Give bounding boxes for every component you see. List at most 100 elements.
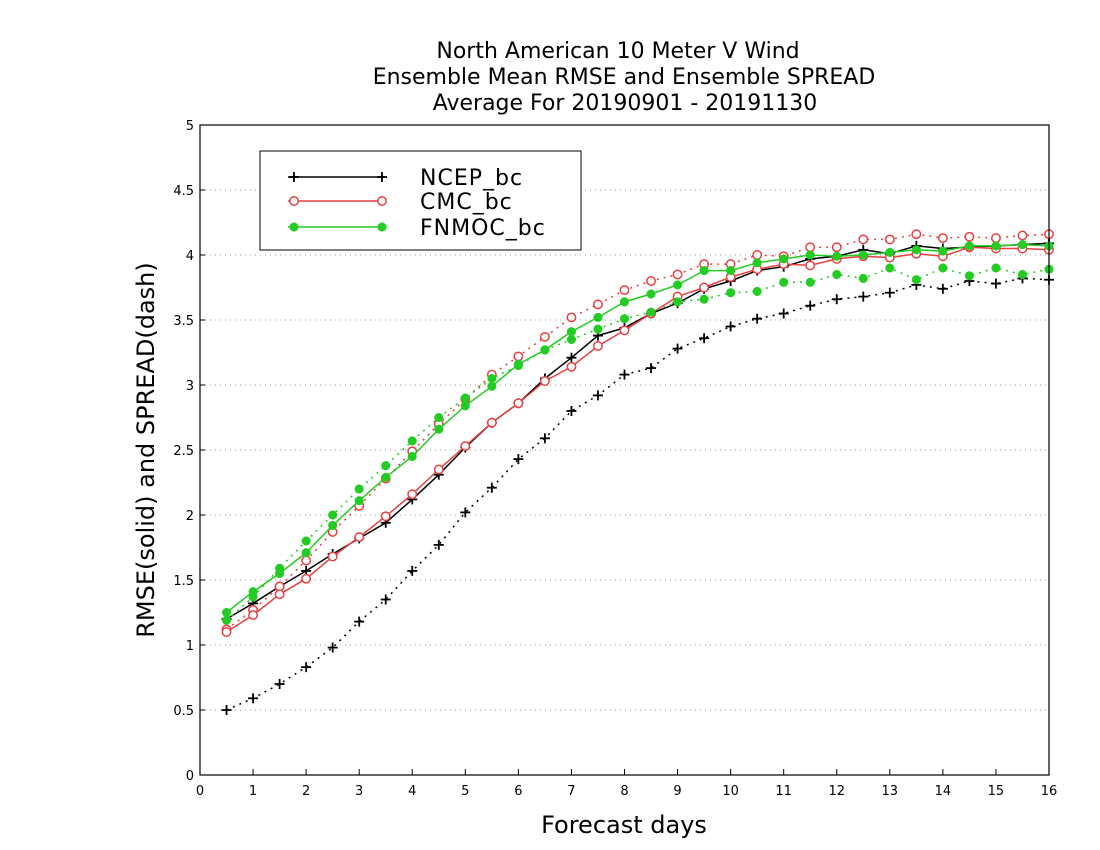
cmc-bc-rmse-point <box>539 376 550 387</box>
fnmoc-bc-rmse-point <box>328 520 338 530</box>
legend-fnmoc-bc-label: FNMOC_bc <box>420 216 546 241</box>
fnmoc-bc-rmse-point <box>858 250 868 260</box>
ncep-bc-spread-point <box>327 642 338 653</box>
ncep-bc-spread-point <box>937 283 948 294</box>
ncep-bc-spread-point <box>354 616 365 627</box>
axis-ticks: 00.511.522.533.544.550 1 2 3 4 5 6 7 8 9 10 11 12 13 1… <box>173 119 1057 799</box>
x-tick-label: 10 <box>722 784 739 799</box>
ncep-bc-spread-point <box>646 363 657 374</box>
x-tick-label: 13 <box>882 784 899 799</box>
cmc-bc-spread-point <box>805 242 816 253</box>
cmc-bc-rmse-point <box>460 441 471 452</box>
fnmoc-bc-rmse-point <box>301 548 311 558</box>
ncep-bc-spread-point <box>566 406 577 416</box>
fnmoc-bc-rmse-point <box>673 280 683 290</box>
fnmoc-bc-rmse-point <box>487 381 497 391</box>
x-tick-label: 7 <box>567 784 575 799</box>
fnmoc-bc-rmse-point <box>460 401 470 411</box>
cmc-bc-spread-point <box>301 555 312 566</box>
cmc-bc-rmse-point <box>699 282 710 293</box>
fnmoc-bc-rmse-point <box>354 496 364 506</box>
ncep-bc-spread-point <box>831 294 842 305</box>
fnmoc-bc-rmse-point <box>779 254 789 264</box>
cmc-bc-spread-point <box>858 234 869 245</box>
ncep-bc-spread-point <box>407 565 418 576</box>
fnmoc-bc-spread-line <box>226 267 1050 621</box>
cmc-bc-spread-point <box>593 299 603 310</box>
cmc-bc-spread-point <box>513 351 524 362</box>
cmc-bc-rmse-line <box>226 246 1050 633</box>
ncep-bc-rmse-line <box>226 242 1050 620</box>
fnmoc-bc-rmse-point <box>699 266 709 276</box>
fnmoc-bc-rmse-point <box>752 258 762 268</box>
ncep-bc-spread-point <box>725 321 736 332</box>
cmc-bc-rmse-point <box>593 341 603 351</box>
x-tick-label: 16 <box>1041 784 1058 799</box>
x-tick-label: 1 <box>249 784 257 799</box>
y-tick-label: 1 <box>186 639 194 654</box>
fnmoc-bc-spread-point <box>1017 269 1028 280</box>
x-tick-label: 5 <box>461 784 469 799</box>
fnmoc-bc-spread-point <box>832 269 842 280</box>
y-tick-label: 3.5 <box>173 314 194 329</box>
fnmoc-bc-spread-point <box>301 536 311 546</box>
cmc-bc-rmse-point <box>301 573 312 584</box>
fnmoc-bc-spread-point <box>328 510 338 520</box>
chart-title-line-3: Average For 20190901 - 20191130 <box>433 91 818 116</box>
fnmoc-bc-rmse-line <box>226 243 1050 614</box>
cmc-bc-rmse-point <box>327 551 338 562</box>
ncep-bc-spread-point <box>221 705 232 715</box>
fnmoc-bc-rmse-point <box>513 359 523 369</box>
ncep-bc-spread-point <box>619 369 630 380</box>
gridlines <box>200 189 1049 711</box>
x-axis-label: Forecast days <box>541 811 707 839</box>
x-tick-label: 15 <box>988 784 1005 799</box>
cmc-bc-spread-point <box>884 234 895 245</box>
y-tick-label: 2 <box>186 509 194 524</box>
y-tick-label: 5 <box>186 119 194 134</box>
plot-frame <box>199 124 1050 776</box>
fnmoc-bc-rmse-point <box>805 250 815 260</box>
cmc-bc-rmse-point <box>221 627 232 637</box>
ncep-bc-spread-point <box>539 433 550 444</box>
ncep-bc-spread-point <box>486 482 497 493</box>
x-tick-label: 8 <box>620 784 628 799</box>
cmc-bc-rmse-point <box>513 398 524 409</box>
y-tick-label: 4 <box>186 249 194 264</box>
fnmoc-bc-spread-point <box>911 275 921 285</box>
x-tick-label: 3 <box>355 784 363 799</box>
y-tick-label: 4.5 <box>173 184 194 199</box>
cmc-bc-rmse-point <box>407 489 418 500</box>
fnmoc-bc-rmse-point <box>593 312 603 322</box>
data-series <box>221 229 1054 715</box>
ncep-bc-spread-point <box>592 390 603 401</box>
fnmoc-bc-spread-point <box>593 324 603 334</box>
legend-fnmoc-bc-marker <box>377 222 387 232</box>
fnmoc-bc-rmse-point <box>566 327 576 337</box>
fnmoc-bc-spread-point <box>381 461 391 471</box>
cmc-bc-spread-point <box>752 250 763 260</box>
cmc-bc-spread-point <box>1017 230 1028 241</box>
fnmoc-bc-rmse-point <box>911 245 921 255</box>
ncep-bc-rmse-point <box>566 352 577 363</box>
fnmoc-bc-rmse-point <box>540 345 550 355</box>
ncep-bc-spread-point <box>672 343 683 354</box>
cmc-bc-spread-point <box>911 229 922 240</box>
ncep-bc-spread-point <box>778 308 789 319</box>
ncep-bc-spread-point <box>699 333 710 344</box>
fnmoc-bc-spread-point <box>858 273 868 283</box>
chart-title-line-1: North American 10 Meter V Wind <box>436 39 799 64</box>
cmc-bc-spread-point <box>646 276 656 286</box>
legend-cmc-bc-label: CMC_bc <box>420 190 513 215</box>
fnmoc-bc-rmse-point <box>275 568 285 579</box>
ncep-bc-spread-point <box>301 662 312 673</box>
x-tick-label: 2 <box>302 784 310 799</box>
fnmoc-bc-spread-point <box>434 412 444 423</box>
fnmoc-bc-rmse-point <box>938 246 948 256</box>
x-tick-label: 9 <box>673 784 681 799</box>
fnmoc-bc-spread-point <box>646 307 656 317</box>
cmc-bc-spread-point <box>831 242 842 253</box>
ncep-bc-spread-point <box>248 693 259 704</box>
x-tick-label: 12 <box>828 784 845 799</box>
